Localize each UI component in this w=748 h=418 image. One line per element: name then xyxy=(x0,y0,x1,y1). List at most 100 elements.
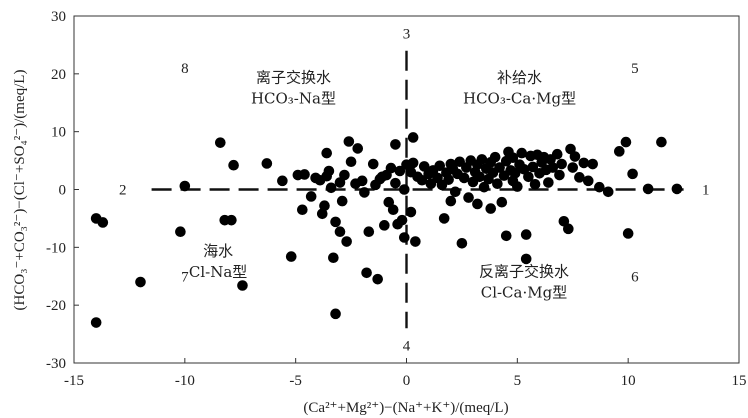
data-point xyxy=(90,317,102,328)
region-number: 3 xyxy=(403,26,411,42)
x-tick-label: 0 xyxy=(403,373,411,389)
data-point xyxy=(394,165,406,177)
data-point xyxy=(334,226,346,238)
data-point xyxy=(556,158,567,170)
y-tick-label: 30 xyxy=(51,9,66,25)
data-point xyxy=(361,267,372,279)
data-point xyxy=(330,308,341,320)
data-point xyxy=(569,151,581,162)
data-point xyxy=(179,180,191,192)
data-point xyxy=(496,196,508,208)
data-point xyxy=(336,195,348,207)
region-label-line: 反离子交换水 xyxy=(479,262,569,280)
data-point xyxy=(398,232,410,243)
data-point xyxy=(396,214,408,226)
y-tick-label: 0 xyxy=(59,183,67,199)
data-point xyxy=(316,208,328,220)
data-point xyxy=(339,169,350,181)
y-tick-label: -30 xyxy=(46,356,66,372)
data-point xyxy=(614,146,625,157)
data-point xyxy=(456,237,468,249)
region-label-line: Cl-Na型 xyxy=(189,263,247,281)
data-point xyxy=(489,151,501,163)
data-point xyxy=(507,152,519,163)
data-point xyxy=(345,156,357,168)
data-point xyxy=(445,195,457,207)
data-point xyxy=(372,273,383,285)
data-point xyxy=(367,158,379,170)
region-label-line: 海水 xyxy=(203,242,233,260)
data-point xyxy=(627,168,638,180)
data-point xyxy=(175,226,186,238)
region-number: 7 xyxy=(181,269,189,285)
x-tick-label: -5 xyxy=(289,373,302,389)
data-point xyxy=(494,162,505,173)
data-point xyxy=(387,204,399,216)
data-point xyxy=(343,136,355,147)
region-label-line: HCO₃-Ca·Mg型 xyxy=(463,90,576,108)
data-point xyxy=(319,200,330,211)
data-point xyxy=(379,220,390,231)
data-point xyxy=(527,161,539,173)
data-point xyxy=(341,236,352,247)
data-point xyxy=(330,216,341,228)
data-point xyxy=(285,251,297,262)
x-tick-label: 5 xyxy=(514,373,522,389)
data-point xyxy=(642,183,654,195)
region-label-line: 补给水 xyxy=(497,69,542,87)
data-point xyxy=(359,187,370,198)
data-point xyxy=(622,228,634,239)
data-point xyxy=(523,171,534,183)
data-point xyxy=(277,175,288,187)
data-point xyxy=(434,160,446,172)
data-point xyxy=(520,229,532,240)
data-point xyxy=(449,186,461,198)
data-point xyxy=(410,236,421,247)
data-point xyxy=(587,158,598,170)
data-point xyxy=(620,136,632,148)
data-point xyxy=(574,172,585,183)
x-tick-label: 10 xyxy=(621,373,636,389)
region-numbers: 1 2 3 4 5 6 7 8 xyxy=(119,26,709,354)
data-point xyxy=(299,169,310,180)
data-point xyxy=(261,158,273,169)
data-point xyxy=(458,172,470,184)
y-tick-label: 10 xyxy=(51,125,66,141)
data-point xyxy=(443,174,454,185)
region-number: 6 xyxy=(631,269,639,285)
region-number: 1 xyxy=(702,183,710,199)
data-point xyxy=(492,178,503,190)
data-point xyxy=(500,230,512,242)
y-tick-label: 20 xyxy=(51,67,66,83)
x-axis: -15 -10 -5 0 5 10 15 xyxy=(64,358,747,389)
data-point xyxy=(554,169,565,181)
region-number: 4 xyxy=(403,339,411,355)
region-number: 8 xyxy=(181,61,189,77)
data-point xyxy=(476,154,488,165)
data-point xyxy=(463,192,474,203)
data-point xyxy=(321,147,333,159)
data-point xyxy=(582,175,594,187)
data-point xyxy=(512,181,523,192)
data-point xyxy=(215,137,226,148)
data-point xyxy=(543,177,554,188)
data-point xyxy=(305,191,317,202)
data-point xyxy=(385,162,397,174)
data-point xyxy=(509,168,521,179)
data-point xyxy=(237,280,248,291)
y-axis: -30 -20 -10 0 10 20 30 xyxy=(46,9,79,372)
data-point xyxy=(563,223,574,235)
data-point xyxy=(390,177,401,189)
data-point xyxy=(135,276,146,288)
data-point xyxy=(228,159,239,171)
data-point xyxy=(328,252,339,264)
y-tick-label: -10 xyxy=(46,240,66,256)
data-point xyxy=(398,184,410,195)
data-point xyxy=(323,165,335,177)
region-label-line: 离子交换水 xyxy=(256,69,331,87)
data-point xyxy=(416,174,428,186)
data-point xyxy=(474,171,485,183)
data-point xyxy=(578,157,590,169)
